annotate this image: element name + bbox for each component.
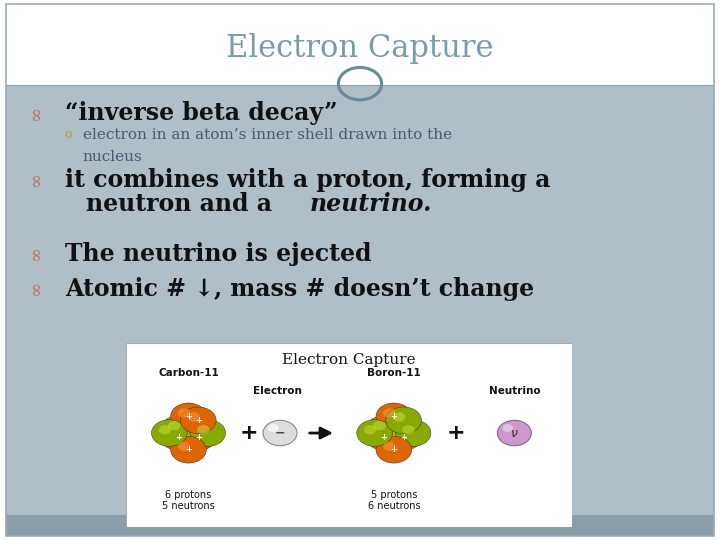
Text: +: + <box>175 433 182 442</box>
Circle shape <box>383 434 395 443</box>
Text: +: + <box>447 423 466 443</box>
Text: Electron Capture: Electron Capture <box>226 33 494 64</box>
Circle shape <box>393 429 405 438</box>
Circle shape <box>386 407 421 434</box>
Circle shape <box>190 420 225 447</box>
Text: +: + <box>400 433 408 442</box>
Circle shape <box>168 429 181 438</box>
Circle shape <box>364 425 377 434</box>
Circle shape <box>376 403 412 430</box>
Circle shape <box>171 436 207 463</box>
Circle shape <box>158 425 171 434</box>
FancyBboxPatch shape <box>6 85 714 536</box>
Circle shape <box>178 408 190 417</box>
Circle shape <box>181 407 216 434</box>
Circle shape <box>263 420 297 445</box>
Circle shape <box>171 403 207 430</box>
FancyBboxPatch shape <box>6 515 714 536</box>
Text: ν: ν <box>511 427 518 440</box>
Text: Atomic # ↓, mass # doesn’t change: Atomic # ↓, mass # doesn’t change <box>65 277 534 301</box>
Text: 6 protons
5 neutrons: 6 protons 5 neutrons <box>162 490 215 511</box>
Circle shape <box>178 442 190 451</box>
Text: Electron: Electron <box>253 386 302 396</box>
Text: ∞: ∞ <box>27 106 45 121</box>
Text: neutrino.: neutrino. <box>310 192 432 215</box>
Circle shape <box>197 425 210 434</box>
Text: electron in an atom’s inner shell drawn into the: electron in an atom’s inner shell drawn … <box>83 128 452 142</box>
Circle shape <box>393 413 405 422</box>
Circle shape <box>383 417 395 426</box>
Circle shape <box>503 424 513 432</box>
Circle shape <box>386 424 421 450</box>
Text: ∞: ∞ <box>27 172 45 187</box>
Circle shape <box>357 420 392 447</box>
FancyBboxPatch shape <box>6 0 714 85</box>
Text: +: + <box>390 420 397 429</box>
Circle shape <box>383 442 395 451</box>
Text: +: + <box>195 433 202 442</box>
Text: it combines with a proton, forming a: it combines with a proton, forming a <box>65 168 550 192</box>
Circle shape <box>366 416 402 442</box>
Circle shape <box>161 424 197 450</box>
Circle shape <box>188 421 200 430</box>
Circle shape <box>188 429 200 438</box>
Circle shape <box>366 424 402 450</box>
Text: “inverse beta decay”: “inverse beta decay” <box>65 102 338 125</box>
Text: +: + <box>380 433 387 442</box>
Text: +: + <box>185 412 192 421</box>
Text: +: + <box>185 420 192 429</box>
Text: ∞: ∞ <box>27 246 45 261</box>
Circle shape <box>402 425 415 434</box>
Circle shape <box>178 417 190 426</box>
Circle shape <box>376 428 412 455</box>
Circle shape <box>181 416 216 442</box>
Circle shape <box>188 413 200 422</box>
Circle shape <box>373 429 386 438</box>
Text: +: + <box>195 416 202 425</box>
Text: neutron and a: neutron and a <box>86 192 281 215</box>
Circle shape <box>168 421 181 430</box>
Text: o: o <box>65 129 72 141</box>
Text: −: − <box>275 427 285 440</box>
FancyBboxPatch shape <box>126 343 572 526</box>
Text: Neutrino: Neutrino <box>489 386 540 396</box>
Text: Carbon-11: Carbon-11 <box>158 368 219 378</box>
Circle shape <box>181 424 216 450</box>
Text: nucleus: nucleus <box>83 150 143 164</box>
Circle shape <box>393 421 405 430</box>
Circle shape <box>386 416 421 442</box>
Circle shape <box>171 411 207 438</box>
Circle shape <box>383 408 395 417</box>
Circle shape <box>268 424 279 432</box>
Text: +: + <box>390 412 397 421</box>
Text: Electron Capture: Electron Capture <box>282 353 416 367</box>
Circle shape <box>171 428 207 455</box>
Text: ∞: ∞ <box>27 281 45 296</box>
Text: +: + <box>185 445 192 454</box>
Text: The neutrino is ejected: The neutrino is ejected <box>65 242 372 266</box>
Circle shape <box>178 434 190 443</box>
Circle shape <box>373 421 386 430</box>
Circle shape <box>151 420 187 447</box>
Circle shape <box>376 436 412 463</box>
Circle shape <box>395 420 431 447</box>
Circle shape <box>498 420 531 445</box>
Text: Boron-11: Boron-11 <box>367 368 420 378</box>
Circle shape <box>161 416 197 442</box>
Text: 5 protons
6 neutrons: 5 protons 6 neutrons <box>367 490 420 511</box>
Text: +: + <box>390 445 397 454</box>
Circle shape <box>376 411 412 438</box>
Text: +: + <box>240 423 258 443</box>
